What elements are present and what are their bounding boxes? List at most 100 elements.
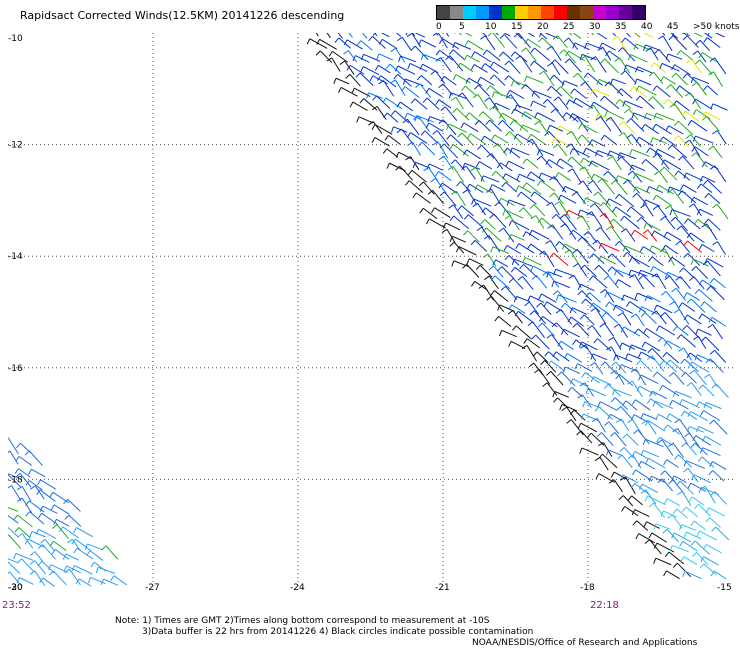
barb-flag bbox=[432, 33, 439, 36]
wind-barb bbox=[674, 170, 691, 181]
barb-flag bbox=[654, 170, 660, 176]
barb-staff bbox=[690, 411, 708, 422]
barb-flag bbox=[675, 276, 681, 281]
barb-staff bbox=[563, 80, 579, 87]
wind-barb bbox=[648, 475, 666, 483]
color-swatches bbox=[436, 5, 646, 20]
barb-staff bbox=[637, 66, 654, 74]
barb-staff bbox=[399, 101, 414, 112]
barb-flag bbox=[366, 92, 370, 99]
barb-staff bbox=[543, 250, 555, 268]
barb-flag bbox=[466, 183, 471, 190]
barb-staff bbox=[651, 256, 664, 267]
barb-flag bbox=[635, 136, 640, 143]
barb-flag bbox=[607, 413, 611, 420]
wind-barb bbox=[679, 524, 697, 531]
barb-staff bbox=[702, 447, 721, 457]
wind-barb bbox=[627, 380, 643, 398]
wind-barb bbox=[480, 35, 496, 51]
barb-flag bbox=[640, 489, 647, 494]
barb-staff bbox=[501, 329, 517, 338]
barb-staff bbox=[416, 115, 434, 123]
wind-barb bbox=[550, 59, 569, 74]
wind-barb bbox=[529, 204, 546, 217]
wind-barb bbox=[418, 181, 435, 195]
wind-barb bbox=[328, 50, 348, 63]
barb-flag bbox=[457, 205, 463, 211]
barb-staff bbox=[602, 442, 613, 457]
barb-staff bbox=[584, 344, 597, 362]
barb-flag bbox=[641, 159, 647, 165]
barb-flag bbox=[681, 442, 687, 448]
wind-barb bbox=[641, 419, 657, 435]
barb-staff bbox=[39, 489, 56, 502]
wind-barb bbox=[590, 353, 608, 361]
barb-staff bbox=[651, 355, 665, 372]
wind-barb bbox=[642, 438, 664, 448]
barb-flag bbox=[692, 109, 697, 115]
barb-staff bbox=[509, 131, 524, 145]
barb-flag bbox=[581, 298, 586, 304]
wind-barb bbox=[90, 561, 107, 572]
barb-staff bbox=[319, 38, 337, 50]
barb-flag bbox=[599, 322, 605, 328]
barb-flag bbox=[515, 185, 520, 192]
barb-staff bbox=[653, 502, 666, 518]
barb-flag bbox=[688, 203, 695, 208]
barb-flag bbox=[659, 166, 665, 172]
wind-barb bbox=[597, 46, 612, 61]
barb-staff bbox=[651, 475, 666, 483]
wind-barb bbox=[95, 566, 116, 574]
barb-flag bbox=[583, 72, 589, 78]
barb-staff bbox=[481, 226, 491, 240]
barb-staff bbox=[564, 185, 579, 193]
wind-barb bbox=[51, 549, 70, 560]
barb-staff bbox=[488, 275, 499, 290]
wind-barb bbox=[464, 40, 484, 51]
barb-flag bbox=[669, 301, 675, 306]
barb-flag bbox=[620, 228, 627, 233]
barb-staff bbox=[683, 347, 693, 361]
barb-staff bbox=[666, 340, 681, 349]
barb-flag bbox=[588, 104, 594, 110]
wind-barb bbox=[378, 38, 398, 50]
swatch-5 bbox=[502, 6, 515, 19]
barb-staff bbox=[608, 301, 625, 313]
wind-barb bbox=[590, 307, 607, 325]
barb-staff bbox=[583, 314, 595, 326]
barb-staff bbox=[645, 199, 661, 207]
barb-flag bbox=[509, 147, 513, 154]
barb-staff bbox=[541, 217, 555, 229]
barb-staff bbox=[524, 111, 542, 122]
barb-flag bbox=[690, 197, 695, 203]
barb-staff bbox=[607, 110, 625, 120]
barb-flag bbox=[498, 51, 504, 57]
barb-staff bbox=[646, 222, 661, 231]
wind-barb bbox=[463, 230, 480, 243]
wind-barb bbox=[449, 235, 467, 243]
barb-staff bbox=[693, 474, 711, 484]
wind-barb bbox=[659, 248, 675, 266]
wind-barb bbox=[566, 130, 582, 147]
barb-staff bbox=[511, 304, 526, 314]
wind-barb bbox=[679, 267, 695, 279]
wind-barb bbox=[394, 65, 416, 75]
barb-flag bbox=[615, 99, 620, 105]
barb-flag bbox=[604, 421, 610, 427]
barb-flag bbox=[709, 278, 715, 284]
wind-barb bbox=[518, 207, 534, 219]
wind-barb bbox=[648, 502, 666, 518]
barb-staff bbox=[499, 304, 515, 312]
barb-flag bbox=[521, 47, 527, 53]
wind-barb bbox=[574, 363, 593, 372]
wind-barb bbox=[659, 216, 676, 230]
barb-staff bbox=[610, 346, 620, 361]
barb-staff bbox=[382, 38, 398, 50]
barb-flag bbox=[382, 148, 388, 154]
barb-flag bbox=[578, 180, 584, 186]
barb-staff bbox=[585, 147, 604, 158]
barb-flag bbox=[687, 120, 692, 126]
barb-staff bbox=[352, 101, 368, 111]
wind-barb bbox=[623, 179, 640, 194]
barb-flag bbox=[466, 258, 470, 265]
